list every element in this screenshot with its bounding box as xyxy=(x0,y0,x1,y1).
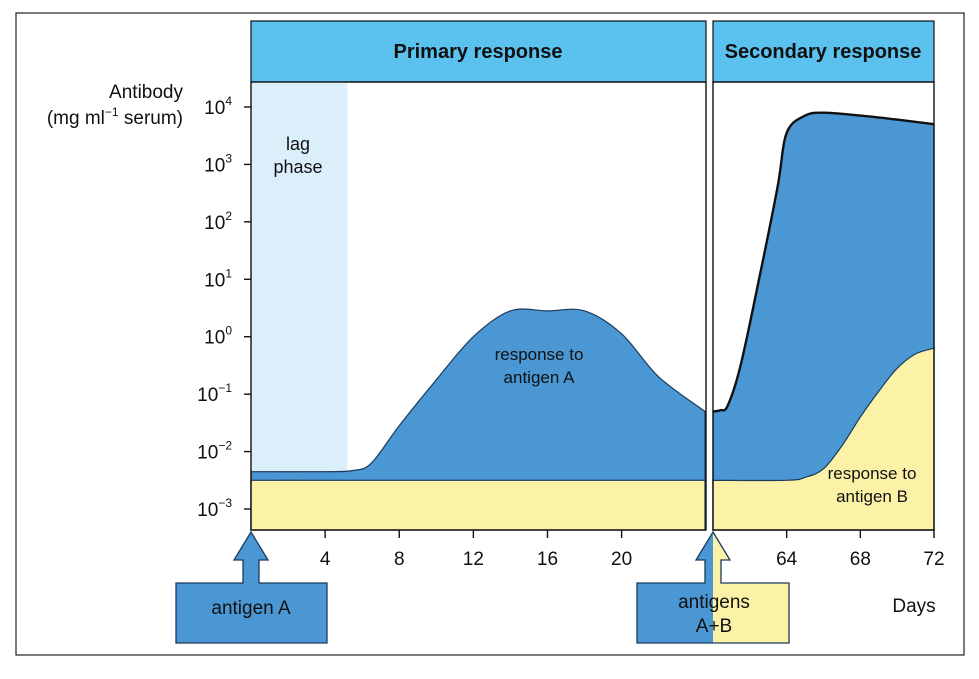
x-tick-label: 4 xyxy=(320,549,331,570)
figure-frame xyxy=(15,12,965,656)
secondary-response-b-area xyxy=(712,347,935,531)
header-primary-label: Primary response xyxy=(394,41,563,63)
y-tick-label: 101 xyxy=(204,266,232,291)
primary-panel-border xyxy=(250,81,707,531)
x-tick-label: 64 xyxy=(776,549,798,570)
x-tick-label: 8 xyxy=(394,549,405,570)
x-tick-label: 12 xyxy=(463,549,484,570)
arrow-antigens-ab-label-line2: A+B xyxy=(696,616,732,637)
primary-response-b-baseline xyxy=(250,479,706,531)
x-tick-label: 20 xyxy=(611,549,632,570)
x-axis-ticks: 4 8 12 16 20 64 68 72 xyxy=(320,530,945,570)
arrow-antigen-a-label: antigen A xyxy=(211,598,291,619)
primary-response-a-area xyxy=(250,308,706,531)
antigen-arrows xyxy=(175,530,790,644)
x-tick-label: 68 xyxy=(850,549,871,570)
y-axis-title-sup: −1 xyxy=(105,105,119,119)
y-axis-title-unit: (mg ml xyxy=(47,108,105,129)
lag-phase-band xyxy=(251,82,348,530)
y-axis-title-line2: (mg ml−1 serum) xyxy=(47,105,183,129)
lag-label-line1: lag xyxy=(286,134,310,154)
x-tick-label: 16 xyxy=(537,549,558,570)
panel-borders xyxy=(250,81,935,531)
response-b-label-line1: response to xyxy=(828,464,917,483)
y-tick-label: 100 xyxy=(204,324,232,349)
y-tick-label: 10−3 xyxy=(197,496,232,521)
secondary-panel-border xyxy=(712,81,935,531)
response-a-label-line2: antigen A xyxy=(504,368,576,387)
arrow-antigens-a-b xyxy=(636,530,790,644)
header-secondary-response xyxy=(712,20,935,83)
y-axis-title-line1: Antibody xyxy=(109,82,183,103)
x-axis-title: Days xyxy=(892,596,935,617)
y-tick-label: 10−2 xyxy=(197,439,232,464)
y-tick-label: 10−1 xyxy=(197,381,232,406)
x-tick-label: 72 xyxy=(923,549,944,570)
lag-label-line2: phase xyxy=(273,157,322,177)
y-tick-label: 104 xyxy=(204,94,232,119)
response-b-label-line2: antigen B xyxy=(836,487,908,506)
header-secondary-label: Secondary response xyxy=(725,41,922,63)
y-axis-title-end: serum) xyxy=(119,108,183,129)
y-tick-label: 102 xyxy=(204,209,232,234)
secondary-response-a-edge xyxy=(712,111,935,413)
series-layer xyxy=(250,111,935,531)
response-a-label-line1: response to xyxy=(495,345,584,364)
y-tick-label: 103 xyxy=(204,151,232,176)
y-axis-ticks: 104 103 102 101 100 10−1 10−2 10−3 xyxy=(197,94,251,521)
arrow-antigen-a xyxy=(175,530,328,644)
arrow-antigens-ab-label-line1: antigens xyxy=(678,592,750,613)
